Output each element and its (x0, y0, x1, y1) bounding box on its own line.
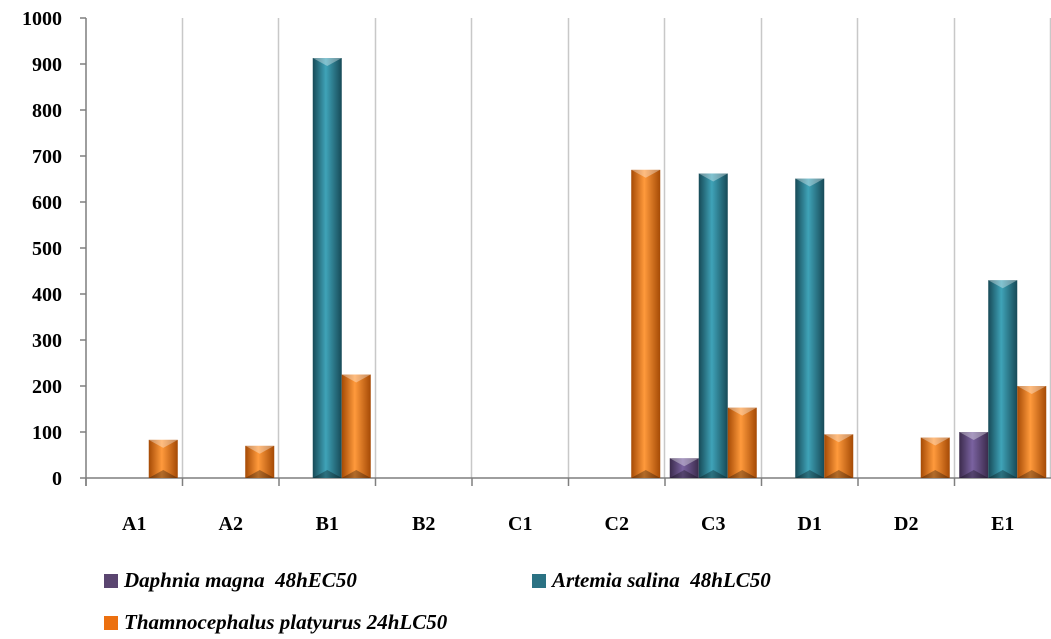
grid-lines (181, 18, 1051, 478)
y-tick-label: 800 (32, 100, 62, 122)
bar-bevel-top (669, 458, 699, 467)
bar-E1-series-2 (1017, 386, 1047, 478)
bar-bevel-top (312, 58, 342, 67)
y-tick-label: 900 (32, 54, 62, 76)
bars (148, 58, 1047, 479)
bar-C3-series-2 (727, 407, 757, 478)
y-tick-label: 300 (32, 330, 62, 352)
bar-body (341, 374, 371, 478)
bar-body (795, 178, 825, 479)
bar-bevel-top (824, 434, 854, 443)
bar-body (959, 432, 989, 478)
bar-bevel-bottom (920, 470, 950, 478)
x-tick-label: C1 (508, 513, 532, 535)
bar-bevel-bottom (631, 470, 661, 478)
bar-A1-series-2 (148, 439, 178, 478)
bar-bevel-top (795, 178, 825, 187)
bar-bevel-top (920, 437, 950, 446)
bar-body (148, 439, 178, 478)
tick-labels: 0 100 200 300 400 500 600 700 800 900 1000 A1 A2 B1 B2… (22, 8, 1014, 535)
x-tick-label: B1 (316, 513, 339, 535)
bar-bevel-bottom (727, 470, 757, 478)
bar-bevel-bottom (824, 470, 854, 478)
bar-bevel-bottom (312, 470, 342, 478)
bar-D2-series-2 (920, 437, 950, 478)
x-tick-label: C2 (605, 513, 629, 535)
bar-body (669, 458, 699, 478)
bar-bevel-top (341, 374, 371, 383)
bar-E1-series-0 (959, 432, 989, 478)
bar-bevel-top (245, 445, 275, 454)
bar-bevel-top (631, 169, 661, 178)
axes (80, 17, 1051, 486)
bar-bevel-top (727, 407, 757, 416)
bar-body (1017, 386, 1047, 478)
x-tick-label: C3 (701, 513, 725, 535)
bar-bevel-bottom (245, 470, 275, 478)
y-tick-label: 600 (32, 192, 62, 214)
bar-body (631, 169, 661, 479)
bar-A2-series-2 (245, 445, 275, 478)
bar-D1-series-2 (824, 434, 854, 478)
bar-B1-series-1 (312, 58, 342, 479)
y-tick-label: 200 (32, 376, 62, 398)
y-tick-label: 400 (32, 284, 62, 306)
bar-C2-series-2 (631, 169, 661, 479)
bar-body (698, 173, 728, 479)
bar-bevel-bottom (698, 470, 728, 478)
bar-bevel-bottom (669, 470, 699, 478)
y-tick-label: 0 (52, 468, 62, 490)
x-tick-label: E1 (991, 513, 1014, 535)
x-tick-label: A2 (219, 513, 243, 535)
y-tick-label: 1000 (22, 8, 62, 30)
bar-bevel-bottom (959, 470, 989, 478)
bar-B1-series-2 (341, 374, 371, 478)
bar-body (920, 437, 950, 478)
bar-C3-series-1 (698, 173, 728, 479)
x-tick-label: B2 (412, 513, 435, 535)
bar-body (824, 434, 854, 478)
bar-body (245, 445, 275, 478)
x-tick-label: A1 (122, 513, 146, 535)
x-tick-label: D1 (798, 513, 822, 535)
bar-body (312, 58, 342, 479)
bar-bevel-bottom (1017, 470, 1047, 478)
bar-D1-series-1 (795, 178, 825, 479)
y-tick-label: 500 (32, 238, 62, 260)
bar-bevel-bottom (148, 470, 178, 478)
bar-bevel-top (959, 432, 989, 440)
y-tick-label: 100 (32, 422, 62, 444)
bar-bevel-top (988, 280, 1018, 289)
bar-bevel-top (1017, 386, 1047, 394)
bar-bevel-bottom (795, 470, 825, 478)
bar-bevel-bottom (988, 470, 1018, 478)
bar-bevel-top (148, 439, 178, 448)
bar-C3-series-0 (669, 458, 699, 478)
bar-bevel-bottom (341, 470, 371, 478)
bar-body (727, 407, 757, 478)
x-tick-label: D2 (894, 513, 918, 535)
bar-body (988, 280, 1018, 478)
bar-E1-series-1 (988, 280, 1018, 478)
bar-bevel-top (698, 173, 728, 182)
y-tick-label: 700 (32, 146, 62, 168)
